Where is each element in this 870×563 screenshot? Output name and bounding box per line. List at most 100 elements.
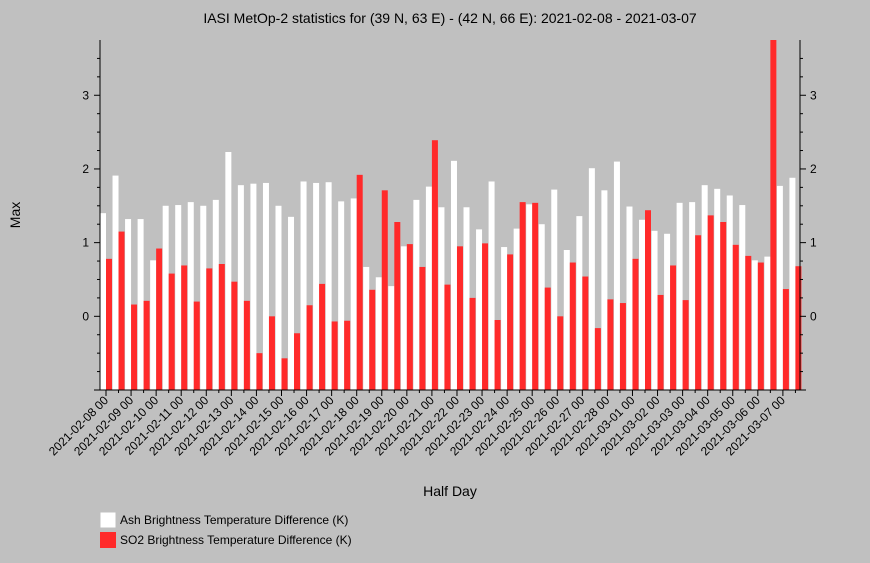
so2-bar: [657, 294, 664, 390]
so2-bar: [243, 300, 250, 390]
ash-bar: [100, 213, 106, 390]
ash-bar: [438, 207, 445, 390]
so2-bar: [193, 301, 200, 390]
chart-title: IASI MetOp-2 statistics for (39 N, 63 E)…: [203, 10, 697, 26]
ash-bar: [225, 152, 232, 390]
so2-bar: [168, 273, 175, 390]
so2-bar: [745, 255, 752, 390]
ash-bar: [175, 205, 182, 390]
ash-bar: [463, 207, 470, 390]
so2-bar: [106, 258, 112, 390]
ash-bar: [288, 216, 295, 390]
ash-bar: [137, 219, 144, 390]
so2-bar: [670, 265, 677, 390]
ash-bar: [275, 205, 282, 390]
ash-bar: [576, 216, 583, 390]
so2-bar: [757, 262, 764, 390]
so2-bar: [544, 287, 551, 390]
so2-bar: [181, 265, 188, 390]
x-axis-label: Half Day: [423, 483, 477, 499]
ash-bar: [726, 195, 733, 390]
so2-bar: [682, 300, 689, 390]
so2-bar: [707, 215, 714, 390]
so2-bar: [444, 284, 451, 390]
so2-bar: [532, 202, 539, 390]
ash-bar: [714, 188, 721, 390]
y-tick-label-left: 1: [82, 236, 89, 250]
so2-bar: [782, 289, 789, 390]
y-tick-label-left: 0: [82, 309, 89, 323]
so2-bar: [131, 304, 138, 390]
so2-bar: [695, 235, 702, 390]
so2-bar: [619, 303, 626, 390]
so2-bar: [294, 333, 301, 390]
so2-bar: [557, 316, 564, 390]
ash-bar: [476, 229, 483, 390]
so2-bar: [645, 210, 651, 390]
ash-bar: [764, 256, 771, 390]
y-tick-label-right: 3: [810, 88, 817, 102]
ash-bar: [313, 182, 320, 390]
ash-bar: [776, 185, 783, 390]
so2-bar: [218, 264, 225, 390]
legend-label-ash: Ash Brightness Temperature Difference (K…: [120, 513, 348, 527]
ash-bar: [538, 224, 545, 390]
y-tick-label-left: 3: [82, 88, 89, 102]
so2-bar: [331, 321, 338, 390]
so2-bar: [143, 300, 150, 390]
ash-bar: [150, 260, 157, 390]
so2-bar: [394, 222, 401, 390]
ash-bar: [250, 183, 257, 390]
so2-bar: [369, 289, 376, 390]
so2-bar: [281, 358, 288, 390]
ash-bar: [588, 168, 595, 390]
ash-bar: [125, 219, 132, 390]
ash-bar: [676, 202, 683, 390]
ash-bar: [187, 202, 194, 390]
so2-bar: [306, 305, 313, 390]
ash-bar: [488, 181, 495, 390]
ash-bar: [425, 186, 432, 390]
ash-bar: [639, 219, 645, 390]
so2-bar: [206, 268, 213, 390]
legend-swatch-so2: [100, 532, 116, 548]
so2-bar: [231, 281, 238, 390]
so2-bar: [607, 299, 614, 390]
bars-group: [100, 40, 802, 390]
ash-bar: [300, 181, 307, 390]
so2-bar: [156, 248, 163, 390]
ash-bar: [388, 286, 395, 390]
y-axis-label: Max: [7, 202, 23, 228]
so2-bar: [256, 353, 263, 390]
ash-bar: [350, 198, 357, 390]
ash-bar: [701, 185, 708, 390]
legend: Ash Brightness Temperature Difference (K…: [99, 511, 352, 548]
ash-bar: [789, 177, 796, 390]
ash-bar: [325, 182, 332, 390]
so2-bar: [118, 231, 125, 390]
so2-bar: [319, 283, 326, 390]
ash-bar: [237, 185, 244, 390]
ash-bar: [338, 201, 345, 390]
ash-bar: [526, 204, 533, 390]
so2-bar: [770, 40, 777, 390]
ash-bar: [450, 160, 457, 390]
so2-bar: [795, 266, 802, 390]
so2-bar: [344, 320, 351, 390]
so2-bar: [381, 190, 388, 390]
y-tick-label-left: 2: [82, 162, 89, 176]
so2-bar: [406, 244, 413, 390]
y-tick-label-right: 2: [810, 162, 817, 176]
so2-bar: [469, 297, 476, 390]
ash-bar: [212, 199, 219, 390]
ash-bar: [112, 175, 119, 390]
legend-label-so2: SO2 Brightness Temperature Difference (K…: [120, 533, 352, 547]
so2-bar: [632, 258, 639, 390]
ash-bar: [501, 247, 508, 390]
ash-bar: [262, 182, 269, 390]
so2-bar: [582, 276, 589, 390]
ash-bar: [664, 233, 671, 390]
ash-bar: [400, 246, 407, 390]
ash-bar: [413, 199, 420, 390]
